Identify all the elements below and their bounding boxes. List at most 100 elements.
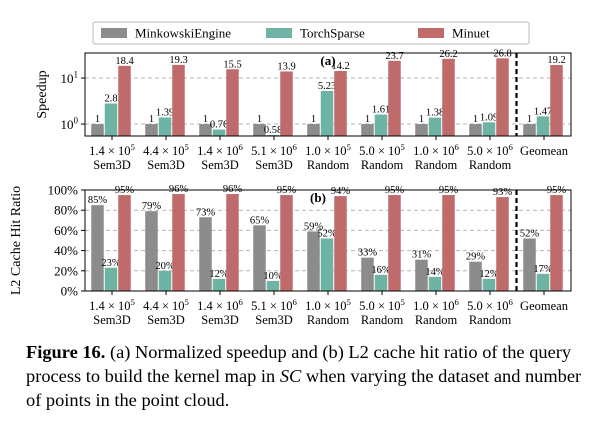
data-label: 0.76 (210, 120, 228, 131)
data-label: 16% (371, 265, 391, 276)
data-label: 1 (95, 114, 100, 125)
bar (280, 71, 293, 136)
x-tick-label: 1.0 × 106 (413, 142, 459, 158)
y-tick-label: 60% (54, 223, 78, 238)
data-label: 33% (358, 248, 378, 259)
bar (145, 211, 158, 291)
bar (280, 195, 293, 291)
bar (469, 124, 482, 136)
bar (320, 90, 334, 136)
caption-text-after: when varying the dataset and number of p… (26, 366, 582, 410)
bar (253, 124, 266, 136)
data-label: 13.9 (277, 61, 295, 72)
legend-label: Minuet (452, 26, 490, 41)
x-tick-sublabel: Sem3D (201, 158, 239, 172)
data-label: 73% (196, 207, 216, 218)
caption-emph: SC (279, 366, 302, 386)
bar (415, 124, 428, 136)
x-tick-label: 1.0 × 105 (305, 142, 351, 158)
data-label: 12% (479, 269, 499, 280)
y-tick-label: 100% (48, 183, 79, 198)
bar (104, 103, 118, 136)
bar (428, 276, 442, 291)
data-label: 1 (257, 114, 262, 125)
bar (212, 129, 226, 136)
bar (469, 261, 482, 291)
x-tick-label: 1.4 × 106 (197, 142, 243, 158)
data-label: 23% (101, 258, 121, 269)
x-tick-label: 5.0 × 106 (467, 142, 513, 158)
x-tick-sublabel: Random (469, 158, 512, 172)
x-tick-sublabel: Sem3D (255, 158, 293, 172)
x-tick-label: 4.4 × 105 (143, 297, 189, 313)
legend-label: TorchSparse (300, 26, 365, 41)
data-label: 15.5 (223, 59, 241, 70)
data-label: 95% (385, 185, 405, 196)
legend-swatch (418, 28, 444, 38)
data-label: 52% (520, 228, 540, 239)
bar (361, 124, 374, 136)
bar (172, 194, 185, 291)
legend: MinkowskiEngine TorchSparse Minuet (92, 21, 530, 45)
data-label: 94% (331, 186, 351, 197)
data-label: 10% (263, 271, 283, 282)
x-tick-sublabel: Random (469, 313, 512, 327)
x-tick-sublabel: Random (307, 313, 350, 327)
y-axis-title: Speedup (35, 70, 50, 118)
data-label: 18.4 (115, 56, 134, 67)
bar (212, 278, 226, 291)
data-label: 52% (317, 228, 337, 239)
bar (415, 259, 428, 291)
data-label: 23.7 (385, 51, 403, 62)
data-label: 95% (115, 185, 135, 196)
x-tick-label: Geomean (520, 299, 569, 313)
x-tick-sublabel: Sem3D (93, 313, 131, 327)
data-label: 95% (277, 185, 297, 196)
data-label: 85% (88, 195, 108, 206)
data-label: 1 (365, 114, 370, 125)
x-tick-sublabel: Sem3D (201, 313, 239, 327)
bar (482, 122, 496, 136)
x-tick-sublabel: Sem3D (147, 313, 185, 327)
speedup-chart: 100 101 1 1 1 1 1 1 1 1 1 2.8 1.39 0.76 0.58 5.23 1.61 1.… (35, 48, 572, 172)
data-label: 14% (425, 267, 445, 278)
bar (158, 270, 172, 291)
data-label: 95% (439, 185, 459, 196)
x-tick-sublabel: Random (361, 313, 404, 327)
x-tick-sublabel: Random (415, 158, 458, 172)
bar (266, 280, 280, 291)
data-label: 95% (547, 185, 567, 196)
bar (536, 273, 550, 291)
bar (361, 257, 374, 291)
data-label: 59% (304, 221, 324, 232)
bar (104, 267, 118, 291)
bar (334, 71, 347, 136)
bar (550, 195, 563, 291)
legend-swatch (101, 28, 127, 38)
x-tick-sublabel: Sem3D (255, 313, 293, 327)
data-label: 93% (493, 187, 513, 198)
bar (145, 124, 158, 136)
bar (307, 124, 320, 136)
cache-hit-chart: 0% 20% 40% 60% 80% 100% 85% 79% 73% 65% 59% 33% 31% 2… (9, 183, 572, 327)
data-label: 1 (419, 114, 424, 125)
bar (428, 117, 442, 136)
data-label: 29% (466, 252, 486, 263)
x-tick-label: 5.1 × 106 (251, 297, 297, 313)
data-label: 2.8 (104, 93, 117, 104)
data-label: 26.8 (493, 48, 511, 59)
x-tick-label: 1.4 × 105 (89, 297, 135, 313)
bar (199, 124, 212, 136)
data-label: 31% (412, 250, 432, 261)
legend-box (92, 21, 530, 45)
bar (172, 64, 185, 136)
data-label: 65% (250, 215, 270, 226)
data-label: 1.47 (534, 106, 552, 117)
x-tick-label: 1.4 × 106 (197, 297, 243, 313)
data-label: 79% (142, 201, 162, 212)
data-label: 1.39 (156, 107, 174, 118)
bar (523, 238, 536, 291)
bar (199, 217, 212, 291)
data-label: 5.23 (318, 81, 336, 92)
y-tick-label: 40% (54, 243, 78, 258)
